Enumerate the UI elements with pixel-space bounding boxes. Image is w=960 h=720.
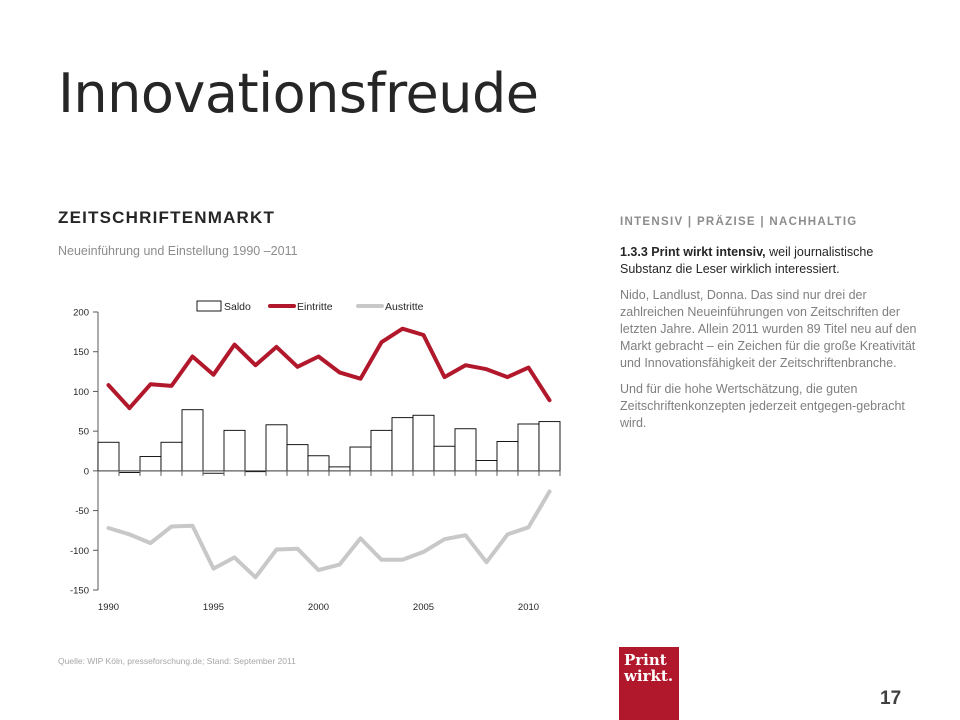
y-tick-label: -150: [70, 586, 89, 597]
eintritte-point: [526, 366, 531, 370]
source-note: Quelle: WIP Köln, presseforschung.de; St…: [58, 656, 296, 666]
saldo-bar: [538, 421, 561, 472]
right-column: INTENSIV | PRÄZISE | NACHHALTIG 1.3.3 Pr…: [620, 214, 920, 441]
lead-rest: weil journalistische Substanz die Leser …: [620, 245, 874, 276]
eintritte-point: [316, 354, 321, 359]
eintritte-point: [442, 375, 447, 379]
page-number: 17: [880, 688, 902, 709]
austritte-point: [316, 568, 321, 572]
eintritte-point: [505, 375, 510, 379]
body-paragraph-2: Und für die hohe Wertschätzung, die gute…: [620, 382, 905, 430]
section-heading: ZEITSCHRIFTENMARKT: [58, 208, 276, 227]
saldo-bar: [223, 429, 246, 472]
y-tick-label: 150: [73, 347, 89, 358]
saldo-bar: [328, 466, 351, 472]
x-tick-label: 1995: [203, 602, 224, 613]
austritte-point: [358, 536, 363, 540]
eintritte-point: [274, 345, 279, 349]
austritte-point: [463, 533, 468, 537]
austritte-point: [547, 489, 552, 494]
austritte-point: [211, 566, 216, 571]
eintritte-point: [379, 340, 384, 344]
x-tick-label: 2005: [413, 602, 434, 613]
eintritte-point: [127, 406, 132, 410]
eintritte-point: [484, 367, 489, 371]
eintritte-point: [337, 370, 342, 374]
saldo-bar: [139, 456, 162, 472]
saldo-bar: [412, 414, 435, 472]
austritte-point: [127, 532, 132, 537]
austritte-point: [148, 541, 153, 545]
y-tick-label: 200: [73, 308, 89, 319]
saldo-bar: [517, 423, 540, 472]
austritte-point: [526, 525, 531, 529]
y-tick-label: 50: [78, 427, 89, 438]
eintritte-point: [421, 333, 426, 337]
y-tick-label: -50: [75, 506, 89, 517]
austritte-point: [106, 526, 111, 530]
austritte-point: [169, 524, 174, 529]
logo-line-2: wirkt.: [624, 667, 674, 685]
eintritte-point: [358, 377, 363, 381]
eintritte-point: [253, 363, 258, 367]
lead-paragraph: 1.3.3 Print wirkt intensiv, weil journal…: [620, 244, 920, 278]
austritte-point: [190, 524, 195, 528]
eintritte-point: [169, 384, 174, 388]
saldo-bar: [265, 424, 288, 472]
logo-line-1: Print: [624, 651, 667, 669]
eintritte-point: [106, 383, 111, 387]
austritte-point: [421, 550, 426, 554]
austritte-point: [379, 558, 384, 562]
eintritte-point: [400, 327, 405, 331]
saldo-bar: [370, 429, 393, 472]
y-tick-label: 0: [84, 466, 89, 477]
lead-bold: 1.3.3 Print wirkt intensiv,: [620, 245, 766, 259]
y-tick-label: -100: [70, 546, 89, 557]
print-wirkt-logo: Print wirkt.: [619, 647, 679, 720]
x-tick-label: 2010: [518, 602, 539, 613]
eintritte-point: [190, 354, 195, 359]
saldo-bar: [475, 460, 498, 472]
saldo-bar: [307, 455, 330, 472]
saldo-bar: [391, 417, 414, 472]
saldo-bar: [496, 441, 519, 472]
austritte-point: [442, 537, 447, 541]
eintritte-point: [148, 382, 153, 386]
austritte-point: [400, 558, 405, 562]
eintritte-point: [463, 363, 468, 367]
saldo-bar: [454, 428, 477, 472]
austritte-line: [106, 489, 552, 580]
austritte-point: [253, 575, 258, 579]
legend-swatch-saldo: [196, 300, 222, 312]
austritte-point: [337, 562, 342, 567]
saldo-bar: [286, 444, 309, 472]
austritte-point: [505, 532, 510, 537]
eintritte-line: [106, 326, 552, 411]
chart-subtitle: Neueinführung und Einstellung 1990 –2011: [58, 244, 298, 258]
saldo-bar: [97, 441, 120, 472]
legend-label-saldo: Saldo: [224, 301, 251, 313]
legend-label-austritte: Austritte: [385, 301, 424, 313]
austritte-point: [232, 555, 237, 560]
austritte-point: [484, 560, 489, 564]
eintritte-point: [295, 365, 300, 369]
saldo-bar: [433, 445, 456, 472]
page-title: Innovationsfreude: [58, 62, 539, 125]
saldo-bar: [349, 446, 372, 472]
tagline: INTENSIV | PRÄZISE | NACHHALTIG: [620, 216, 858, 228]
eintritte-point: [547, 398, 552, 402]
y-tick-label: 100: [73, 387, 89, 398]
x-tick-label: 1990: [98, 602, 119, 613]
austritte-point: [295, 547, 300, 551]
eintritte-point: [211, 373, 216, 377]
eintritte-point: [232, 342, 237, 347]
x-tick-label: 2000: [308, 602, 329, 613]
body-paragraph-1: Nido, Landlust, Donna. Das sind nur drei…: [620, 288, 917, 370]
legend-label-eintritte: Eintritte: [297, 301, 333, 313]
saldo-bar: [181, 409, 204, 472]
saldo-bar: [160, 441, 183, 472]
austritte-point: [274, 547, 279, 552]
